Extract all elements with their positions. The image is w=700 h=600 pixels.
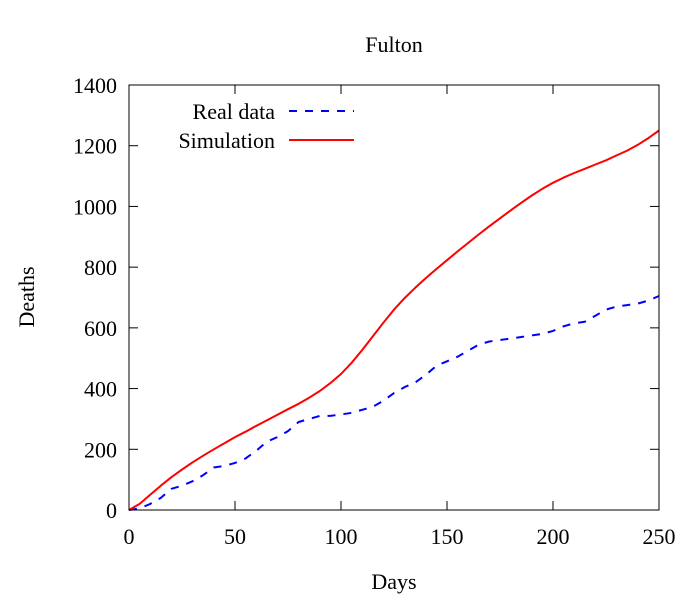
chart-title: Fulton xyxy=(365,32,422,57)
y-tick-label: 600 xyxy=(84,316,117,341)
x-tick-label: 100 xyxy=(325,524,358,549)
series-line-real-data xyxy=(128,295,660,511)
legend: Real data Simulation xyxy=(178,99,354,153)
y-axis-title: Deaths xyxy=(14,266,39,327)
y-tick-label: 400 xyxy=(84,377,117,402)
x-axis-title: Days xyxy=(371,569,416,594)
series-line-simulation xyxy=(128,129,660,511)
y-tick-label: 800 xyxy=(84,255,117,280)
y-tick-label: 1200 xyxy=(73,134,117,159)
plot-frame xyxy=(128,84,660,511)
series-layer xyxy=(128,129,660,511)
y-tick-label: 0 xyxy=(106,498,117,523)
x-tick-label: 50 xyxy=(224,524,246,549)
x-tick-label: 150 xyxy=(431,524,464,549)
x-tick-label: 200 xyxy=(537,524,570,549)
legend-label: Simulation xyxy=(178,128,275,153)
legend-label: Real data xyxy=(193,99,276,124)
y-tick-label: 1400 xyxy=(73,73,117,98)
x-tick-label: 250 xyxy=(643,524,676,549)
axis-ticks: 0 200 400 600 800 1000 1200 1400 0 50 100 150 200 250 xyxy=(73,73,676,549)
y-tick-label: 200 xyxy=(84,437,117,462)
y-tick-label: 1000 xyxy=(73,194,117,219)
x-tick-label: 0 xyxy=(124,524,135,549)
